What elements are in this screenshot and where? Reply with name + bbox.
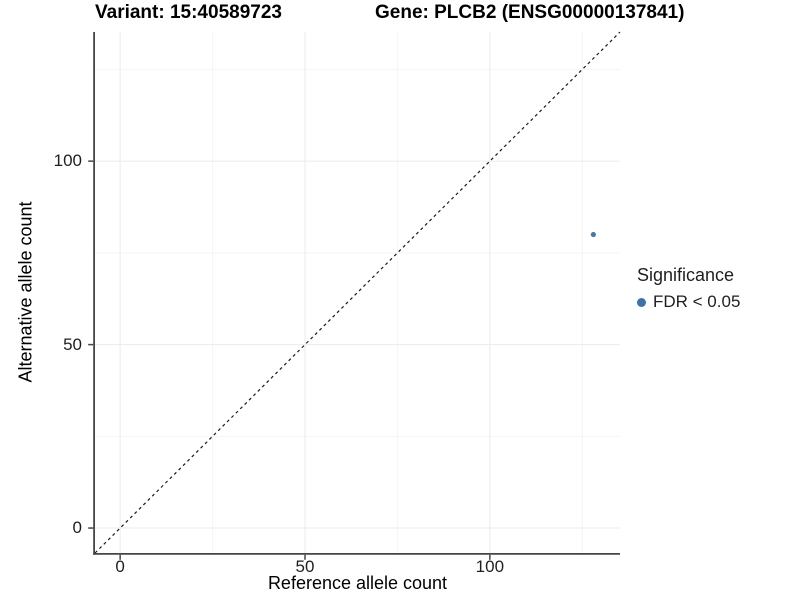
- legend-item-label: FDR < 0.05: [653, 292, 741, 311]
- x-axis-title: Reference allele count: [267, 573, 448, 593]
- plot-title-variant: Variant: 15:40589723: [95, 2, 282, 23]
- plot-canvas: [88, 31, 621, 560]
- y-tick-label-50: 50: [63, 334, 82, 354]
- legend-item-fdr: FDR < 0.05: [637, 292, 740, 312]
- y-tick-label-100: 100: [53, 151, 82, 171]
- plot-title-gene: Gene: PLCB2 (ENSG00000137841): [375, 2, 685, 23]
- x-tick-label-50: 50: [295, 557, 315, 576]
- legend: Significance FDR < 0.05: [637, 265, 740, 312]
- x-tick-label-100: 100: [475, 557, 505, 576]
- x-tick-label-0: 0: [115, 557, 125, 576]
- y-tick-label-0: 0: [72, 518, 82, 538]
- plot-panel: [88, 31, 621, 560]
- y-axis-title: Alternative allele count: [15, 201, 36, 383]
- legend-title: Significance: [637, 265, 735, 285]
- legend-point-icon: [637, 297, 646, 307]
